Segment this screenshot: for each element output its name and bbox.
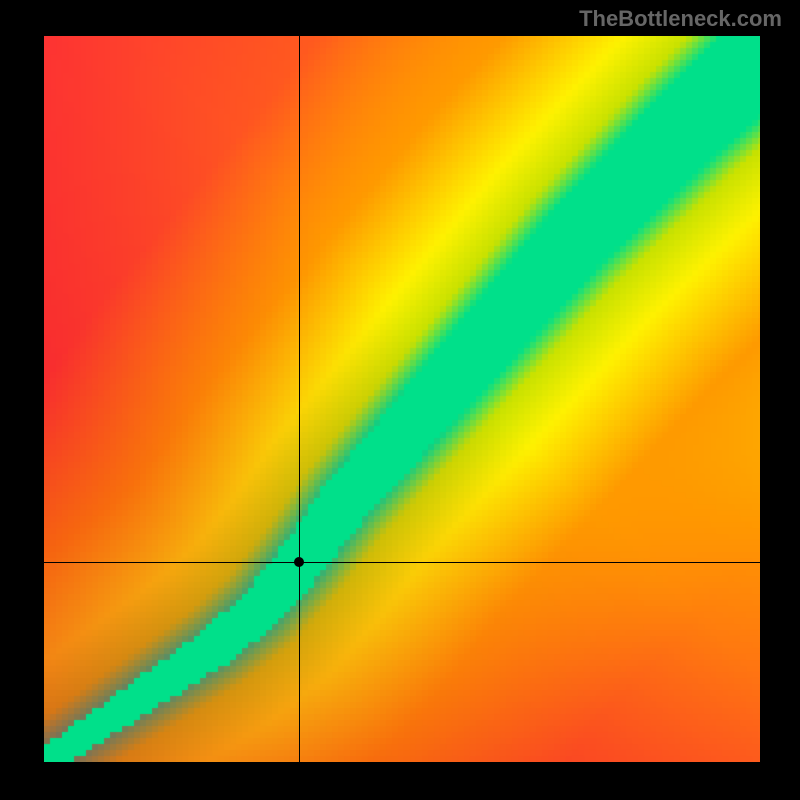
- heatmap-plot: [44, 36, 760, 762]
- crosshair-dot: [294, 557, 304, 567]
- watermark-text: TheBottleneck.com: [579, 6, 782, 32]
- heatmap-canvas: [44, 36, 760, 762]
- crosshair-vertical: [299, 36, 300, 762]
- crosshair-horizontal: [44, 562, 760, 563]
